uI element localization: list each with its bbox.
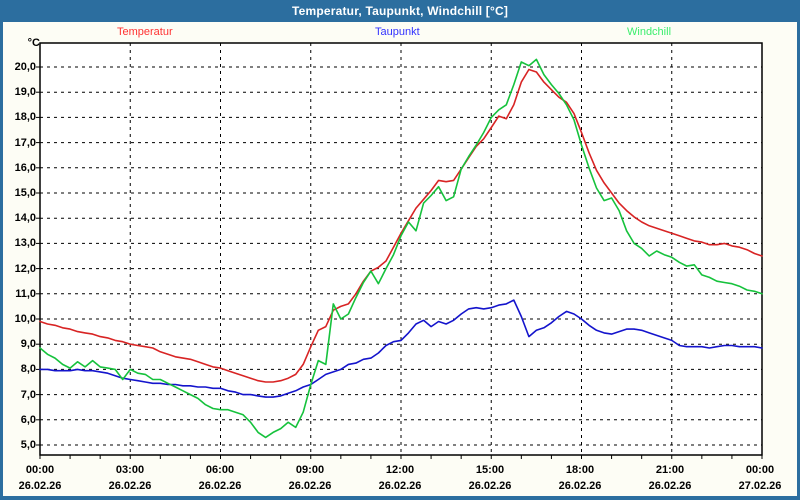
x-date-label: 27.02.26 [738, 480, 782, 492]
x-date-label: 26.02.26 [468, 480, 512, 492]
legend-taupunkt: Taupunkt [375, 26, 420, 38]
y-tick-label: 5,0 [20, 439, 36, 451]
y-tick-label: 14,0 [14, 212, 36, 224]
x-time-label: 00:00 [745, 464, 775, 476]
x-date-label: 26.02.26 [18, 480, 62, 492]
x-date-label: 26.02.26 [558, 480, 602, 492]
y-tick-label: 18,0 [14, 111, 36, 123]
y-tick-label: 7,0 [20, 389, 36, 401]
x-date-label: 26.02.26 [378, 480, 422, 492]
y-tick-label: 19,0 [14, 86, 36, 98]
x-time-label: 03:00 [115, 464, 145, 476]
x-date-label: 26.02.26 [108, 480, 152, 492]
x-date-label: 26.02.26 [288, 480, 332, 492]
legend-temperatur: Temperatur [117, 26, 173, 38]
x-date-label: 26.02.26 [648, 480, 692, 492]
y-tick-label: 16,0 [14, 162, 36, 174]
x-time-label: 15:00 [475, 464, 505, 476]
x-time-label: 00:00 [25, 464, 55, 476]
legend-windchill: Windchill [627, 26, 672, 38]
x-time-label: 09:00 [295, 464, 325, 476]
y-tick-label: 13,0 [14, 237, 36, 249]
y-tick-label: 15,0 [14, 187, 36, 199]
y-tick-label: 8,0 [20, 363, 36, 375]
y-tick-label: 12,0 [14, 263, 36, 275]
x-time-label: 06:00 [205, 464, 235, 476]
title-bar: Temperatur, Taupunkt, Windchill [°C] [0, 0, 800, 22]
x-time-label: 21:00 [655, 464, 685, 476]
y-tick-label: 20,0 [14, 61, 36, 73]
y-tick-label: 11,0 [15, 288, 36, 300]
y-tick-label: 6,0 [20, 414, 36, 426]
x-time-label: 18:00 [565, 464, 595, 476]
window-title: Temperatur, Taupunkt, Windchill [°C] [291, 4, 509, 18]
y-axis-unit: °C [27, 37, 40, 49]
y-tick-label: 9,0 [20, 338, 36, 350]
x-date-label: 26.02.26 [198, 480, 242, 492]
y-tick-label: 17,0 [14, 137, 36, 149]
y-tick-label: 10,0 [14, 313, 36, 325]
x-time-label: 12:00 [385, 464, 415, 476]
